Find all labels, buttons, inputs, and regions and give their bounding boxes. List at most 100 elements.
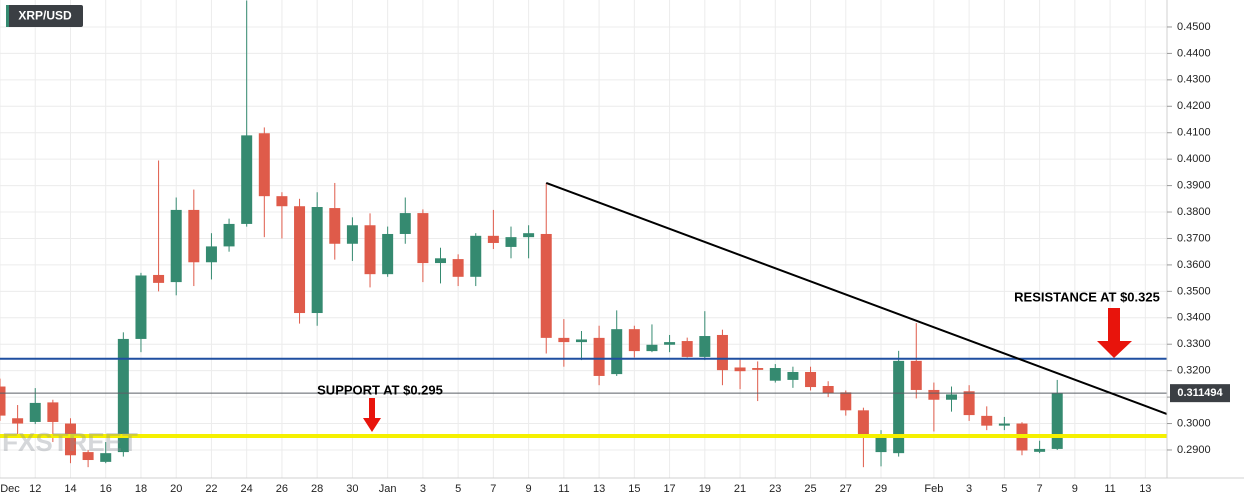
y-tick-label: 0.3400 (1177, 312, 1211, 324)
candle-body (417, 213, 429, 264)
candle-body (1034, 448, 1046, 452)
axis: 0.29000.30000.31000.32000.33000.34000.35… (0, 21, 1230, 495)
y-tick-label: 0.3700 (1177, 232, 1211, 244)
candle-body (611, 329, 623, 375)
support-annotation: SUPPORT AT $0.295 (317, 382, 443, 397)
candle-body (998, 423, 1010, 426)
candle-body (769, 368, 781, 381)
y-tick-label: 0.4500 (1177, 21, 1211, 33)
y-tick-label: 0.4400 (1177, 47, 1211, 59)
x-tick-label: 30 (346, 483, 358, 495)
candle-body (82, 452, 94, 461)
candle-body (188, 209, 200, 263)
x-tick-label: Dec (0, 483, 20, 495)
marks (0, 0, 1168, 468)
candle-body (382, 233, 394, 275)
candle-body (540, 233, 552, 338)
candle-body (981, 415, 993, 426)
x-tick-label: 9 (1072, 483, 1078, 495)
candle-body (12, 418, 24, 424)
arrow-shaft (1108, 308, 1120, 342)
x-tick-label: 16 (100, 483, 112, 495)
candle-body (505, 237, 517, 247)
candle-body (135, 275, 147, 339)
candle-body (822, 385, 834, 394)
y-tick-label: 0.3600 (1177, 259, 1211, 271)
candle-body (487, 235, 499, 243)
x-tick-label: 23 (769, 483, 781, 495)
candle-body (1051, 393, 1063, 449)
candle-body (628, 329, 640, 352)
x-tick-label: 25 (804, 483, 816, 495)
candle-body (205, 246, 217, 263)
arrow-shaft (369, 398, 375, 420)
candle-body (875, 436, 887, 453)
candle-body (0, 386, 6, 416)
x-tick-label: 13 (1139, 483, 1151, 495)
candle-body (311, 207, 323, 314)
candle-body (893, 360, 905, 454)
title-box (6, 5, 83, 27)
candle-body (258, 133, 270, 197)
y-tick-label: 0.3800 (1177, 206, 1211, 218)
y-tick-label: 0.4200 (1177, 100, 1211, 112)
candle-body (523, 233, 535, 238)
candle-body (346, 225, 358, 244)
x-tick-label: 5 (1001, 483, 1007, 495)
x-tick-label: 7 (490, 483, 496, 495)
x-tick-label: 26 (276, 483, 288, 495)
x-tick-label: 12 (29, 483, 41, 495)
x-tick-label: Feb (924, 483, 943, 495)
candle-body (558, 337, 570, 343)
candle-body (857, 410, 869, 437)
x-tick-label: 13 (593, 483, 605, 495)
candle-body (681, 341, 693, 357)
candle-body (452, 259, 464, 277)
candle-body (47, 402, 59, 422)
candle-body (399, 213, 411, 234)
x-tick-label: Jan (379, 483, 397, 495)
candle-body (64, 423, 76, 456)
candle-body (470, 235, 482, 277)
candle-body (716, 334, 728, 371)
resistance-arrow (1097, 308, 1132, 358)
chart-title: XRP/USD (18, 9, 72, 23)
candle-body (329, 208, 341, 244)
x-tick-label: 29 (875, 483, 887, 495)
candle-body (117, 338, 129, 453)
x-tick-label: 20 (170, 483, 182, 495)
resistance-annotation: RESISTANCE AT $0.325 (1014, 289, 1160, 304)
candle-body (170, 209, 182, 283)
candle-body (928, 389, 940, 400)
x-tick-label: 27 (840, 483, 852, 495)
candle-body (575, 339, 587, 343)
x-tick-label: 21 (734, 483, 746, 495)
x-tick-label: 3 (420, 483, 426, 495)
candle-body (752, 368, 764, 370)
support-arrow (363, 398, 381, 432)
candle-body (946, 394, 958, 400)
candle-body (593, 337, 605, 376)
trendline (545, 182, 1168, 415)
x-tick-label: 19 (699, 483, 711, 495)
x-tick-label: 9 (526, 483, 532, 495)
y-tick-label: 0.3900 (1177, 180, 1211, 192)
watermark: FXSTREET (2, 427, 138, 457)
x-tick-label: 24 (241, 483, 253, 495)
x-tick-label: 3 (966, 483, 972, 495)
y-tick-label: 0.4100 (1177, 127, 1211, 139)
title-accent (6, 5, 9, 27)
y-tick-label: 0.4000 (1177, 153, 1211, 165)
candle-body (805, 371, 817, 388)
candle-body (294, 206, 306, 314)
candle-body (664, 342, 676, 345)
candle-body (963, 391, 975, 416)
x-tick-label: 14 (64, 483, 76, 495)
candle-body (29, 402, 41, 422)
last-price-box (1170, 384, 1230, 403)
candle-body (646, 344, 658, 352)
x-tick-label: 5 (455, 483, 461, 495)
arrow-head (363, 418, 381, 432)
x-tick-label: 11 (558, 483, 569, 495)
x-tick-label: 7 (1037, 483, 1043, 495)
